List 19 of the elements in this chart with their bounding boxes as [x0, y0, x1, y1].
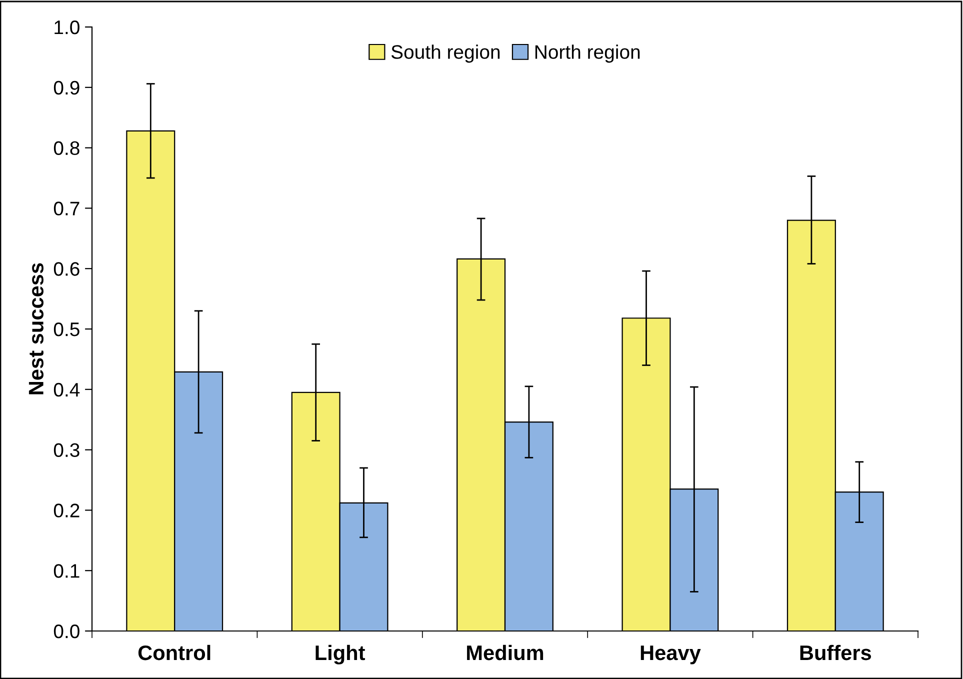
x-tick-label: Buffers	[800, 644, 872, 660]
y-tick-label: 0.1	[54, 564, 80, 578]
y-tick-label: 0.9	[54, 80, 80, 95]
legend-label: South region	[391, 44, 500, 63]
x-tick-label: Light	[316, 644, 365, 664]
x-tick-label: Medium	[467, 644, 544, 660]
y-tick-label: 0.4	[54, 382, 80, 397]
y-axis-title: Nest success	[28, 263, 44, 394]
x-tick-label: Control	[138, 644, 210, 660]
y-tick-label: 0.2	[54, 504, 80, 518]
x-tick-label: Heavy	[640, 646, 701, 664]
y-tick-label: 0.0	[54, 624, 80, 638]
y-tick-label: 0.6	[54, 262, 80, 276]
y-tick-label: 0.5	[54, 322, 80, 336]
y-tick-label: 0.3	[54, 443, 80, 458]
y-tick-label: 1.0	[54, 20, 80, 34]
y-tick-label: 0.8	[54, 141, 80, 156]
legend-label: North region	[535, 44, 640, 63]
y-tick-label: 0.7	[54, 202, 80, 216]
